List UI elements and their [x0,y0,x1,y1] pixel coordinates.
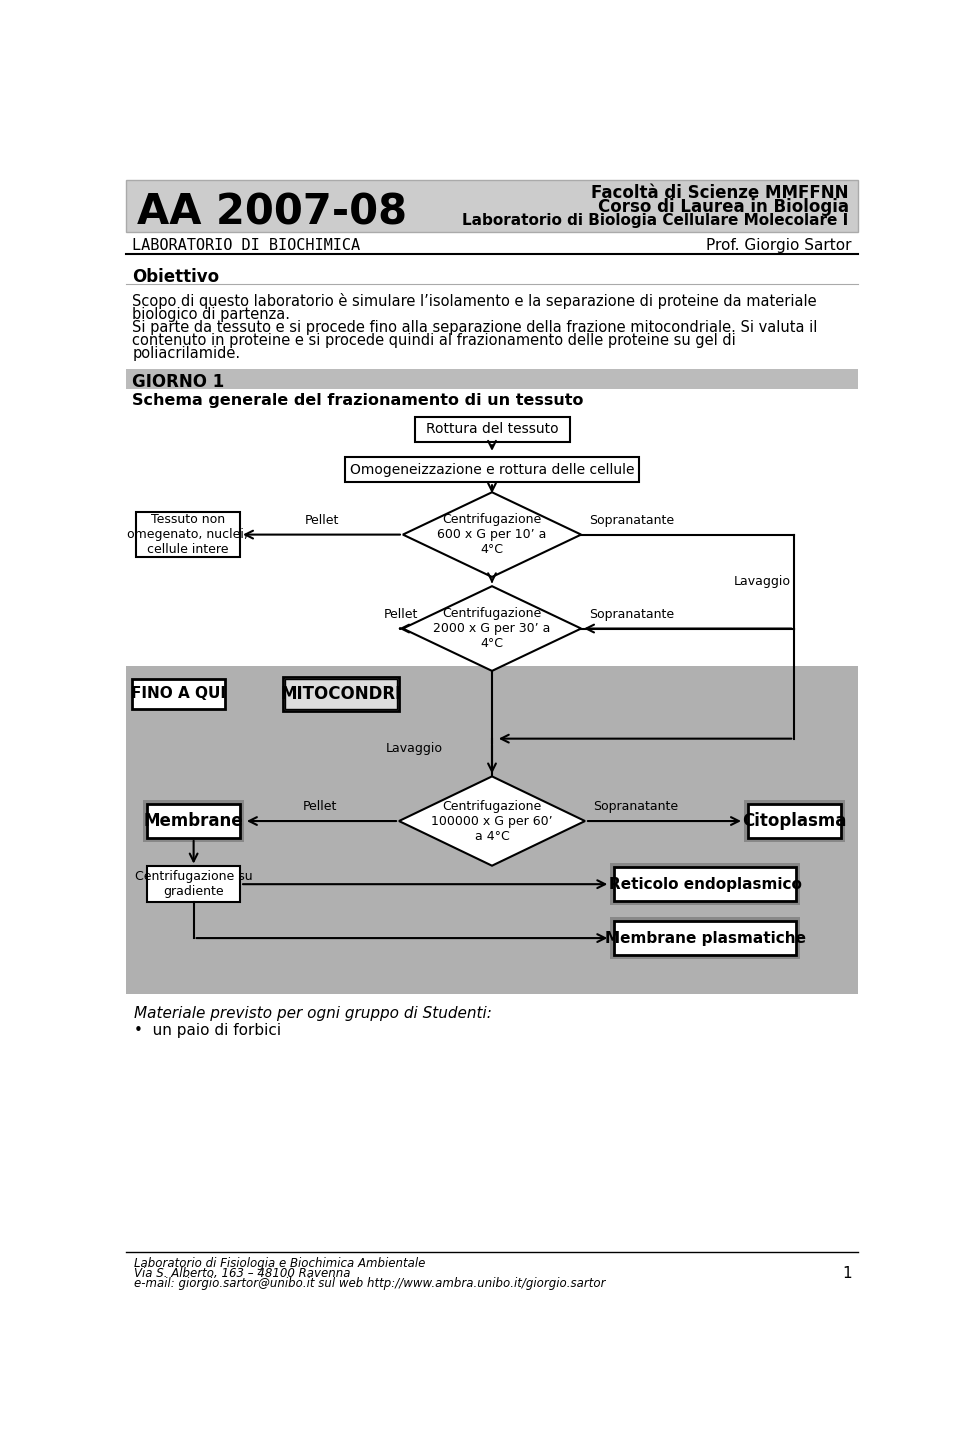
Text: Centrifugazione
100000 x G per 60’
a 4°C: Centrifugazione 100000 x G per 60’ a 4°C [431,800,553,842]
FancyBboxPatch shape [345,457,639,482]
FancyBboxPatch shape [147,867,240,902]
Text: Citoplasma: Citoplasma [742,812,847,831]
FancyBboxPatch shape [143,800,244,842]
Text: Tessuto non
omegenato, nuclei,
cellule intere: Tessuto non omegenato, nuclei, cellule i… [128,513,249,556]
Text: MITOCONDRI: MITOCONDRI [280,685,401,703]
Polygon shape [399,777,585,865]
Text: GIORNO 1: GIORNO 1 [132,373,225,391]
Text: Laboratorio di Fisiologia e Biochimica Ambientale: Laboratorio di Fisiologia e Biochimica A… [134,1257,425,1270]
Polygon shape [403,492,581,576]
Text: Pellet: Pellet [302,800,337,813]
FancyBboxPatch shape [147,804,240,838]
Text: Membrane plasmatiche: Membrane plasmatiche [605,931,805,945]
FancyBboxPatch shape [126,665,858,735]
Text: Centrifugazione
2000 x G per 30’ a
4°C: Centrifugazione 2000 x G per 30’ a 4°C [433,607,551,650]
FancyBboxPatch shape [283,677,399,711]
FancyBboxPatch shape [285,680,396,709]
Text: Centrifugazione su
gradiente: Centrifugazione su gradiente [134,870,252,899]
Text: Membrane: Membrane [144,812,244,831]
Text: Laboratorio di Biologia Cellulare Molecolare I: Laboratorio di Biologia Cellulare Moleco… [463,213,849,228]
Polygon shape [403,587,581,671]
FancyBboxPatch shape [126,735,858,995]
Text: Obiettivo: Obiettivo [132,267,220,286]
Text: Lavaggio: Lavaggio [386,742,443,755]
Text: Corso di Laurea in Biologia: Corso di Laurea in Biologia [597,197,849,215]
Text: Si parte da tessuto e si procede fino alla separazione della frazione mitocondri: Si parte da tessuto e si procede fino al… [132,319,818,335]
Text: Pellet: Pellet [304,514,339,527]
FancyBboxPatch shape [611,864,800,905]
Text: Lavaggio: Lavaggio [733,575,790,588]
FancyBboxPatch shape [744,800,845,842]
FancyBboxPatch shape [614,921,796,955]
Text: biologico di partenza.: biologico di partenza. [132,306,290,322]
Text: Scopo di questo laboratorio è simulare l’isolamento e la separazione di proteine: Scopo di questo laboratorio è simulare l… [132,293,817,309]
Text: Rottura del tessuto: Rottura del tessuto [425,423,559,437]
Text: Sopranatante: Sopranatante [592,800,678,813]
Text: 1: 1 [842,1266,852,1281]
FancyBboxPatch shape [748,804,841,838]
FancyBboxPatch shape [126,369,858,389]
Text: Omogeneizzazione e rottura delle cellule: Omogeneizzazione e rottura delle cellule [349,463,635,476]
Text: Sopranatante: Sopranatante [588,514,674,527]
FancyBboxPatch shape [614,867,796,902]
Text: e-mail: giorgio.sartor@unibo.it sul web http://www.ambra.unibo.it/giorgio.sartor: e-mail: giorgio.sartor@unibo.it sul web … [134,1278,606,1291]
Text: LABORATORIO DI BIOCHIMICA: LABORATORIO DI BIOCHIMICA [132,238,361,253]
FancyBboxPatch shape [415,417,569,443]
Text: contenuto in proteine e si procede quindi al frazionamento delle proteine su gel: contenuto in proteine e si procede quind… [132,333,736,348]
Text: Facoltà di Scienze MMFFNN: Facoltà di Scienze MMFFNN [591,184,849,202]
FancyBboxPatch shape [126,180,858,232]
FancyBboxPatch shape [611,918,800,958]
Text: Via S. Alberto, 163 – 48100 Ravenna: Via S. Alberto, 163 – 48100 Ravenna [134,1268,350,1281]
Text: FINO A QUI: FINO A QUI [131,687,226,701]
Text: Centrifugazione
600 x G per 10’ a
4°C: Centrifugazione 600 x G per 10’ a 4°C [438,513,546,556]
Text: poliacrilamide.: poliacrilamide. [132,346,241,362]
Text: Materiale previsto per ogni gruppo di Studenti:: Materiale previsto per ogni gruppo di St… [134,1006,492,1021]
FancyBboxPatch shape [132,680,225,709]
Text: •  un paio di forbici: • un paio di forbici [134,1024,281,1038]
Text: Prof. Giorgio Sartor: Prof. Giorgio Sartor [707,238,852,253]
Text: Pellet: Pellet [384,608,419,621]
FancyBboxPatch shape [135,513,240,558]
Text: Sopranatante: Sopranatante [588,608,674,621]
Text: Schema generale del frazionamento di un tessuto: Schema generale del frazionamento di un … [132,393,584,408]
Text: Reticolo endoplasmico: Reticolo endoplasmico [609,877,802,892]
Text: AA 2007-08: AA 2007-08 [137,192,407,234]
